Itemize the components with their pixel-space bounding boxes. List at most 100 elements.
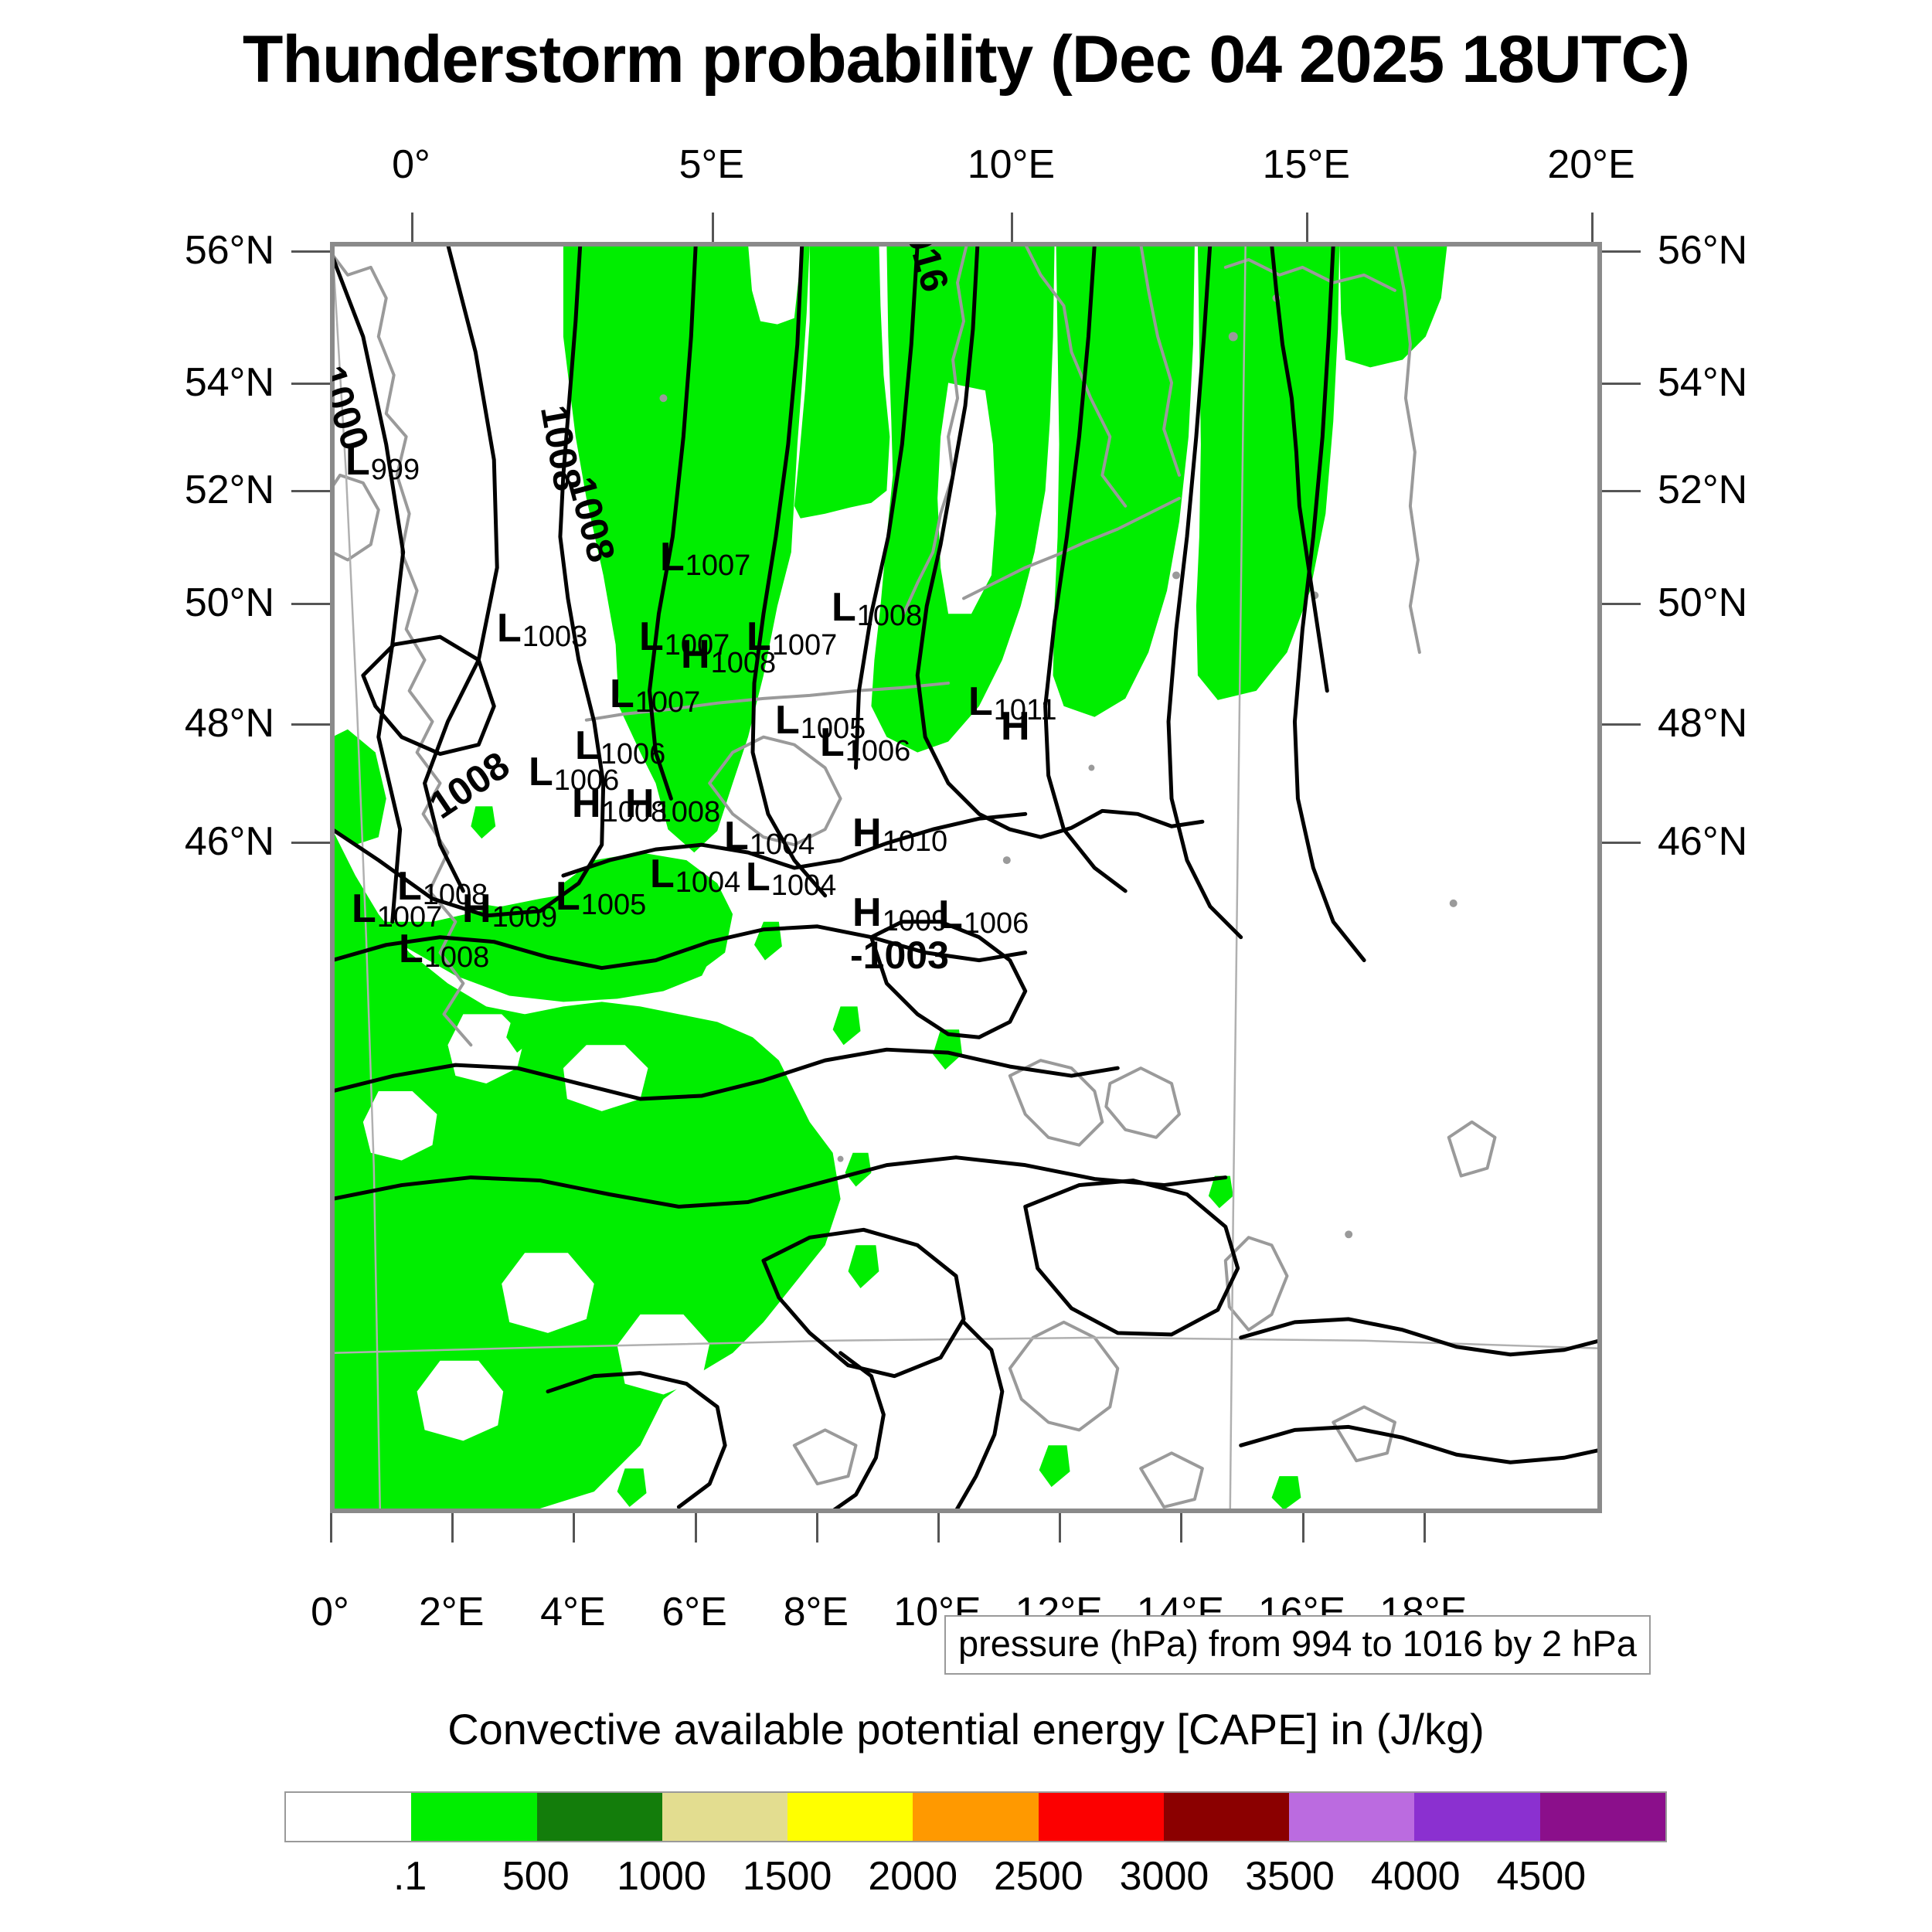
left-tick-4 — [291, 723, 330, 726]
pressure-center-value: 1009 — [492, 901, 558, 934]
isobar-label-1003-5: -1003 — [850, 934, 949, 977]
left-tick-label-0: 56°N — [184, 228, 274, 273]
right-tick-label-0: 56°N — [1658, 228, 1748, 273]
cape-shading-layer — [332, 244, 1447, 1511]
colorbar-swatch-8[interactable] — [1289, 1793, 1415, 1841]
pressure-center-symbol: L — [968, 679, 993, 724]
pressure-center-l-12: L1006 — [529, 752, 619, 795]
colorbar-swatch-2[interactable] — [536, 1793, 662, 1841]
pressure-center-symbol: H — [572, 781, 601, 826]
coast-nl-be — [584, 681, 951, 722]
isobar-1004 — [750, 244, 828, 898]
map-frame: L999 L1003 L1007 L1008 L1007 L1007 H1008 L1007 L… — [330, 242, 1602, 1513]
right-tick-4 — [1602, 723, 1641, 726]
cape-patch-b — [832, 1006, 861, 1046]
pressure-center-symbol: H — [462, 886, 492, 931]
cape-region-france-hole4 — [502, 1253, 594, 1333]
map-inner-border — [332, 244, 1600, 1511]
isobar-1008-b — [869, 920, 1028, 1039]
bottom-tick-8 — [1301, 1513, 1304, 1543]
coast-misc-2 — [1332, 1405, 1396, 1463]
right-tick-3 — [1602, 603, 1641, 605]
pressure-center-l-25: L1008 — [399, 929, 489, 972]
pressure-center-value: 1008 — [423, 941, 490, 974]
colorbar-label-1: 500 — [502, 1854, 570, 1899]
island-dot — [1002, 856, 1011, 865]
pressure-center-symbol: H — [681, 632, 710, 677]
pressure-center-h-14: H1008 — [625, 784, 720, 827]
pressure-center-symbol: L — [775, 698, 800, 743]
isobar-balkan — [1239, 1317, 1600, 1357]
pressure-center-value: 1004 — [770, 869, 837, 902]
colorbar-swatch-9[interactable] — [1414, 1793, 1540, 1841]
isobar-1016 — [1270, 244, 1329, 693]
isobar-1010 — [1043, 244, 1128, 893]
right-tick-0 — [1602, 250, 1641, 253]
pressure-center-value: 1008 — [601, 796, 668, 828]
pressure-center-h-23: H1009 — [852, 893, 947, 936]
bottom-tick-0 — [330, 1513, 332, 1543]
bottom-tick-5 — [937, 1513, 940, 1543]
pressure-center-l-11: L1006 — [575, 726, 665, 769]
cape-patch-d — [643, 1160, 672, 1201]
pressure-center-symbol: L — [529, 750, 553, 794]
bottom-tick-6 — [1059, 1513, 1062, 1543]
coast-baltic-de — [962, 496, 1181, 600]
colorbar-swatch-7[interactable] — [1163, 1793, 1290, 1841]
left-tick-2 — [291, 490, 330, 492]
coast-misc-3 — [792, 1428, 858, 1486]
cape-patch-i — [1039, 1445, 1070, 1488]
pressure-center-symbol: L — [399, 927, 423, 971]
pressure-center-symbol: L — [556, 874, 580, 919]
right-tick-2 — [1602, 490, 1641, 492]
pressure-center-h-22: H1009 — [462, 889, 557, 932]
coast-alps-inner1 — [1008, 1059, 1104, 1147]
colorbar-swatch-3[interactable] — [662, 1793, 788, 1841]
top-tick-1 — [711, 213, 714, 242]
page-title: Thunderstorm probability (Dec 04 2025 18… — [242, 22, 1690, 97]
top-tick-0 — [411, 213, 413, 242]
top-tick-3 — [1306, 213, 1309, 242]
pressure-center-l-21: L1007 — [352, 889, 442, 932]
coast-baltic-right — [1393, 244, 1421, 655]
right-tick-label-2: 52°N — [1658, 468, 1748, 512]
pressure-center-value: 1004 — [749, 828, 815, 861]
pressure-center-value: 1009 — [882, 905, 948, 937]
coast-baltic-coast2 — [1223, 257, 1396, 292]
isobar-alps-4 — [332, 1155, 1228, 1209]
bottom-tick-9 — [1423, 1513, 1426, 1543]
bottom-tick-label-4: 8°E — [783, 1590, 849, 1634]
colorbar-swatch-6[interactable] — [1038, 1793, 1164, 1841]
cape-patch-f — [848, 1245, 879, 1289]
right-tick-label-4: 48°N — [1658, 701, 1748, 746]
pressure-center-l-8: L1011 — [968, 682, 1056, 725]
cape-region-mid2 — [1053, 244, 1195, 717]
isobar-1000-a — [332, 244, 606, 918]
bottom-tick-2 — [573, 1513, 576, 1543]
colorbar-label-4: 2000 — [868, 1854, 958, 1899]
isobar-1008-main — [915, 244, 1205, 839]
pressure-center-l-9: L1005 — [775, 700, 866, 743]
island-dot — [837, 1155, 844, 1162]
isobar-bottom-1 — [546, 1371, 727, 1509]
pressure-center-symbol: H — [1001, 704, 1030, 749]
isobar-994 — [332, 250, 406, 924]
colorbar-swatch-1[interactable] — [411, 1793, 537, 1841]
pressure-center-symbol: L — [820, 720, 845, 765]
coast-italy-coast — [1008, 1320, 1120, 1432]
top-tick-2 — [1011, 213, 1014, 242]
pressure-center-symbol: L — [639, 614, 664, 659]
island-dot — [1088, 764, 1095, 771]
pressure-center-l-1: L1003 — [497, 608, 587, 651]
pressure-center-value: 1008 — [856, 600, 923, 632]
pressure-center-l-2: L1007 — [660, 537, 750, 580]
cape-patch-m — [1208, 1175, 1233, 1209]
colorbar-swatch-10[interactable] — [1539, 1793, 1665, 1841]
colorbar[interactable] — [284, 1791, 1667, 1842]
colorbar-swatch-5[interactable] — [913, 1793, 1039, 1841]
cape-patch-j — [617, 1468, 647, 1508]
right-tick-1 — [1602, 383, 1641, 385]
colorbar-swatch-0[interactable] — [286, 1793, 412, 1841]
colorbar-swatch-4[interactable] — [787, 1793, 913, 1841]
isobar-balkan2 — [1239, 1424, 1600, 1464]
